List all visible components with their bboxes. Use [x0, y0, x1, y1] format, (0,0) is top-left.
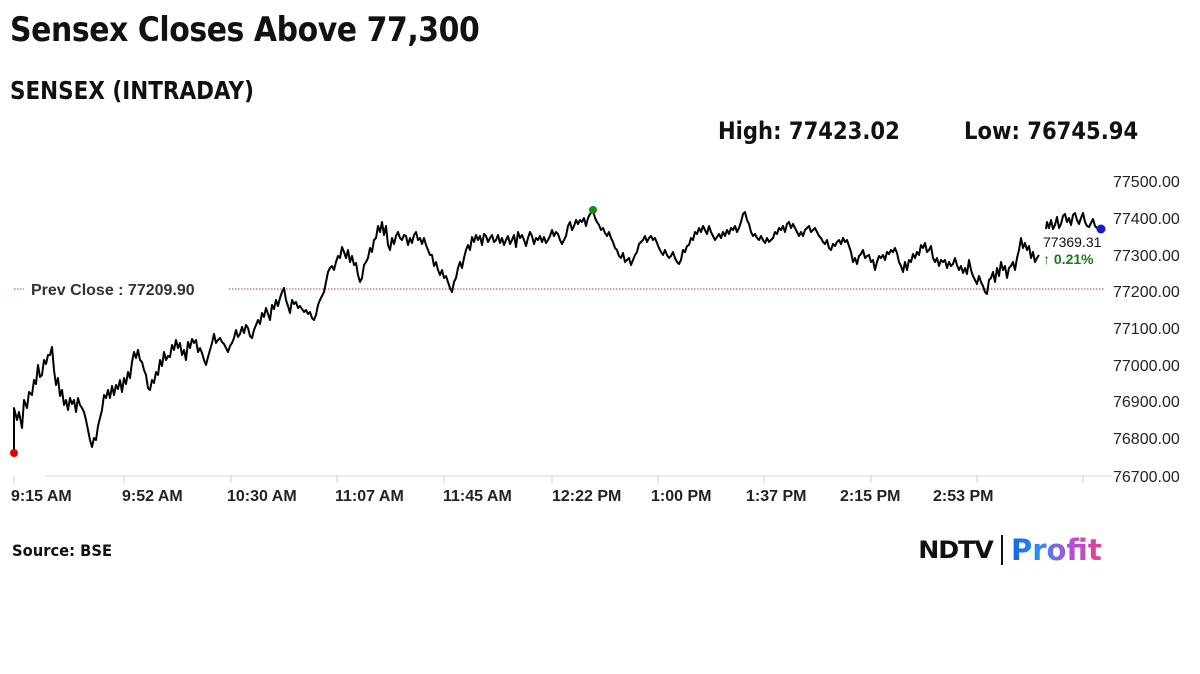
y-tick-label: 77100.00 — [1113, 321, 1180, 338]
y-tick-label: 76900.00 — [1113, 394, 1180, 411]
x-tick-label: 10:30 AM — [227, 488, 297, 505]
logo-divider — [1000, 535, 1003, 565]
source-label: Source: BSE — [12, 541, 113, 560]
y-tick-label: 76800.00 — [1113, 431, 1180, 448]
y-tick-label: 77000.00 — [1113, 358, 1180, 375]
ndtv-profit-logo: NDTV Profit — [918, 532, 1102, 568]
x-tick-label: 12:22 PM — [552, 488, 621, 505]
high-marker — [589, 206, 597, 214]
last-value-label: 77369.31 — [1043, 234, 1102, 250]
x-tick-label: 9:15 AM — [11, 488, 72, 505]
x-tick-label: 2:53 PM — [933, 488, 993, 505]
logo-ndtv: NDTV — [918, 536, 994, 564]
y-axis: 77500.00 77400.00 77300.00 77200.00 7710… — [1113, 174, 1180, 486]
y-tick-label: 77400.00 — [1113, 211, 1180, 228]
price-line-tail — [1045, 212, 1101, 230]
change-percent-label: ↑ 0.21% — [1043, 251, 1094, 267]
open-marker — [10, 449, 18, 457]
x-tick-label: 9:52 AM — [122, 488, 183, 505]
prev-close-label: Prev Close : 77209.90 — [31, 282, 195, 299]
x-tick-label: 1:37 PM — [746, 488, 806, 505]
y-tick-label: 77300.00 — [1113, 248, 1180, 265]
price-line — [13, 209, 1040, 453]
y-tick-label: 77500.00 — [1113, 174, 1180, 191]
x-axis-labels: 9:15 AM 9:52 AM 10:30 AM 11:07 AM 11:45 … — [11, 488, 993, 505]
close-marker — [1096, 224, 1106, 234]
logo-profit: Profit — [1010, 533, 1102, 567]
high-value: High: 77423.02 — [718, 117, 900, 145]
x-tick-label: 2:15 PM — [840, 488, 900, 505]
x-tick-label: 11:07 AM — [335, 488, 404, 505]
low-value: Low: 76745.94 — [964, 117, 1139, 145]
y-tick-label: 76700.00 — [1113, 469, 1180, 486]
x-tick-label: 1:00 PM — [651, 488, 711, 505]
y-tick-label: 77200.00 — [1113, 284, 1180, 301]
chart-subtitle: SENSEX (INTRADAY) — [10, 76, 254, 105]
page-title: Sensex Closes Above 77,300 — [10, 10, 480, 50]
x-tick-label: 11:45 AM — [443, 488, 512, 505]
